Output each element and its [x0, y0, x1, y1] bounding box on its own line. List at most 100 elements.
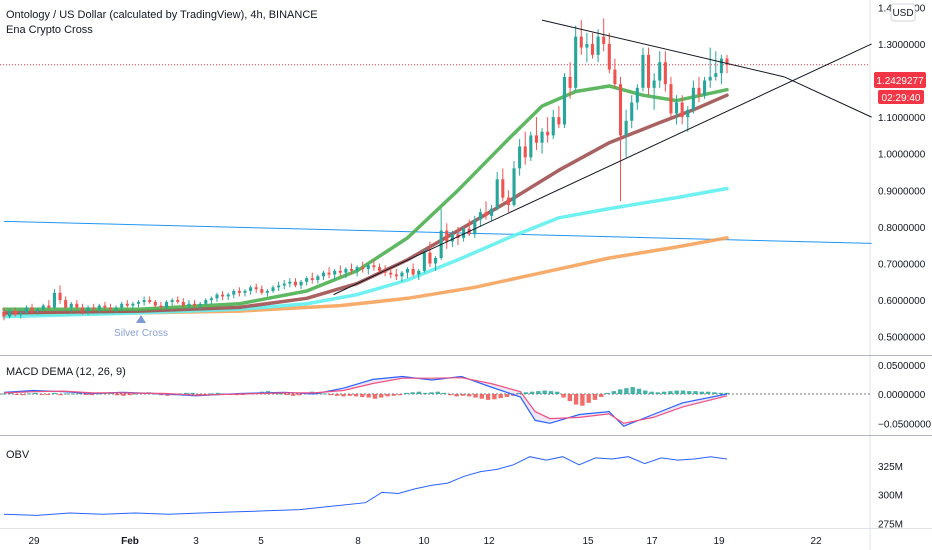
time-tick-label: 29: [28, 536, 40, 547]
candle-body: [170, 300, 174, 302]
last-price-tag: 1.2429277 02:29:40: [874, 72, 926, 104]
candle-body: [19, 312, 23, 315]
macd-histogram-bar: [114, 394, 120, 396]
candle: [243, 289, 247, 297]
candle: [394, 268, 398, 280]
candle-body: [518, 146, 522, 169]
candle-body: [725, 58, 729, 65]
macd-histogram-bar: [555, 391, 560, 395]
currency-button[interactable]: USD: [890, 3, 916, 22]
candle-body: [523, 146, 527, 158]
candle: [237, 287, 241, 297]
candle: [13, 307, 17, 317]
obv-line: [3, 456, 728, 516]
candle-body: [501, 179, 505, 198]
candle-body: [568, 76, 572, 88]
candle-body: [327, 272, 331, 275]
candle: [546, 117, 550, 143]
candle: [669, 76, 673, 118]
candle-body: [41, 305, 45, 310]
candle-body: [473, 219, 477, 235]
triangle-trendlines[interactable]: [333, 19, 872, 296]
candle: [41, 303, 45, 312]
candle: [52, 289, 56, 310]
candle: [411, 263, 415, 277]
candle: [366, 263, 370, 275]
macd-histogram-bar: [567, 394, 573, 402]
obv-title: OBV: [6, 449, 30, 461]
candle-body: [630, 102, 634, 121]
macd-histogram-bar: [498, 394, 503, 399]
candle-body: [417, 270, 421, 275]
candle-body: [361, 267, 365, 269]
candle-body: [92, 307, 96, 310]
candle: [120, 301, 124, 312]
macd-histogram-bar: [410, 392, 415, 395]
candle-body: [164, 301, 169, 308]
candle-body: [176, 300, 180, 302]
macd-histogram-bar: [416, 391, 422, 395]
candle-body: [389, 272, 393, 275]
price-tick-label: 0.7000000: [878, 260, 926, 271]
candle: [221, 290, 225, 301]
candle: [349, 263, 354, 275]
candle-body: [293, 281, 297, 286]
candle: [108, 303, 113, 312]
candle-body: [97, 305, 101, 310]
macd-histogram-bar: [1, 393, 7, 395]
candle-body: [254, 287, 258, 290]
macd-histogram-bar: [485, 394, 491, 400]
candle: [557, 106, 561, 129]
horizontal-line[interactable]: [3, 220, 872, 244]
macd-histogram-bar: [586, 394, 591, 403]
candle: [691, 80, 695, 114]
candle-body: [47, 305, 51, 308]
time-tick-label: 15: [582, 536, 594, 547]
candle-body: [484, 212, 488, 216]
candle-body: [719, 58, 723, 74]
macd-histogram-bar: [636, 388, 642, 395]
candle: [652, 73, 656, 110]
candle: [321, 270, 326, 280]
candle-body: [434, 258, 438, 264]
macd-histogram-bar: [423, 392, 428, 395]
candle-body: [618, 84, 623, 136]
macd-histogram-bar: [77, 392, 82, 395]
candle: [338, 265, 342, 277]
candle: [153, 300, 157, 308]
macd-histogram-bar: [215, 392, 220, 395]
obv-pane: 325M 300M 275M: [3, 456, 903, 530]
macd-histogram-bar: [89, 394, 95, 396]
macd-histogram-bar: [322, 393, 327, 395]
candle: [215, 292, 219, 302]
candle: [618, 76, 623, 202]
candle: [136, 300, 141, 308]
candle: [125, 300, 129, 308]
candle-body: [624, 120, 628, 136]
candle-body: [114, 307, 118, 310]
candle: [675, 95, 679, 125]
macd-histogram-bar: [70, 393, 76, 395]
candle-body: [103, 305, 107, 308]
macd-histogram-bar: [379, 394, 384, 398]
candle-body: [64, 300, 68, 308]
silver-cross-marker[interactable]: Silver Cross: [114, 315, 168, 339]
candle: [8, 309, 12, 319]
macd-histogram-bar: [184, 392, 189, 395]
price-tick-label: 0.9000000: [878, 186, 926, 197]
candle: [204, 298, 208, 306]
candle: [333, 268, 337, 280]
macd-tick-label: 0.0000000: [878, 390, 926, 401]
macd-histogram-bar: [83, 394, 88, 396]
candle-body: [590, 43, 595, 55]
candle-body: [495, 179, 499, 209]
candle: [30, 303, 34, 313]
candle: [209, 296, 213, 304]
candle-body: [383, 270, 387, 273]
candle: [400, 270, 404, 282]
candle: [434, 256, 438, 271]
time-tick-label: 10: [418, 536, 430, 547]
candle-body: [546, 131, 550, 136]
candle: [389, 267, 393, 279]
